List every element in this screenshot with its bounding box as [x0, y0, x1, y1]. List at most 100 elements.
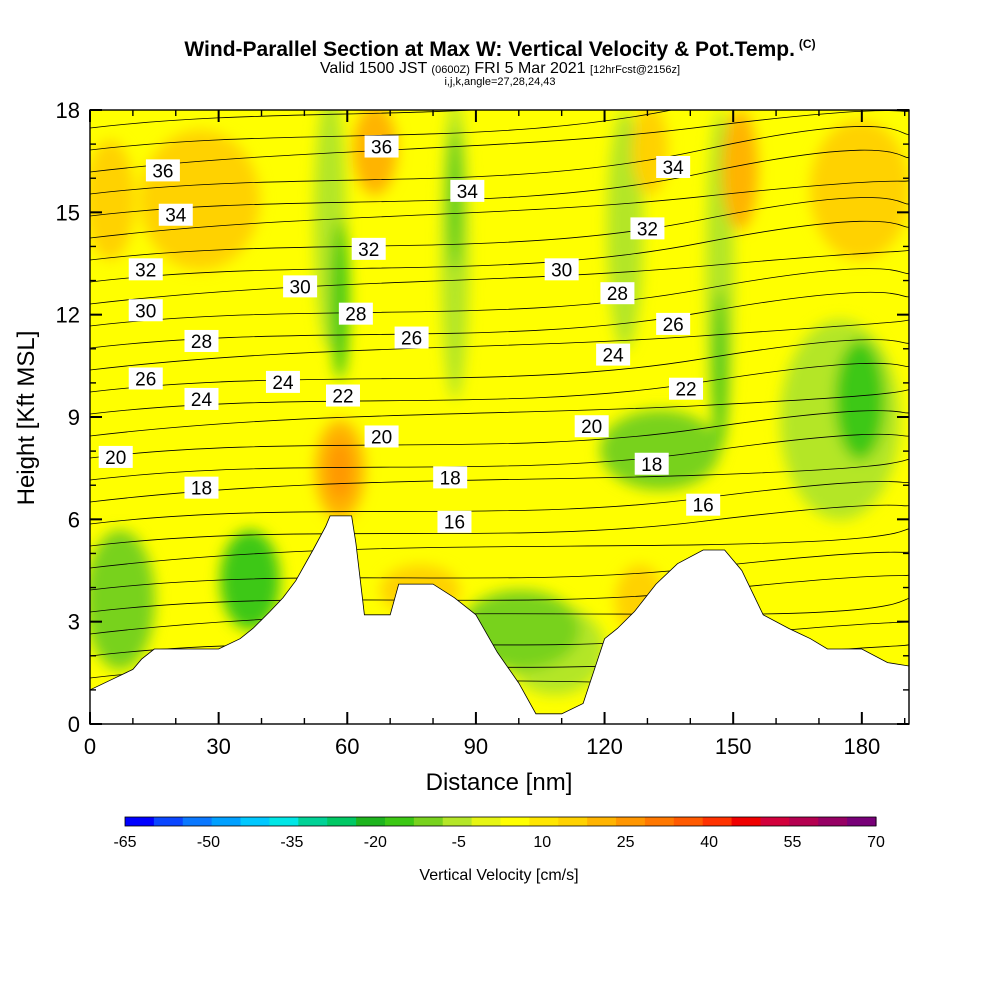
x-tick-label: 180	[843, 734, 880, 759]
contour-label: 26	[401, 329, 422, 350]
isentrope-line	[90, 528, 909, 569]
colorbar-tick-label: -35	[280, 834, 303, 851]
y-axis-label: Height [Kft MSL]	[13, 331, 40, 506]
colorbar-tick-label: 40	[700, 834, 718, 851]
contour-label-bg	[128, 299, 163, 322]
copyright-mark: (C)	[798, 37, 816, 51]
colorbar-tick-label: -20	[364, 834, 387, 851]
colorbar-tick-label: -65	[113, 834, 136, 851]
chart-title: Wind-Parallel Section at Max W: Vertical…	[184, 37, 816, 61]
isentrope-line	[90, 458, 909, 503]
colorbar-swatch	[125, 817, 155, 826]
isentrope-line	[90, 433, 909, 481]
isentrope-line	[90, 319, 909, 371]
isentrope-line	[90, 598, 909, 635]
colorbar-swatch	[587, 817, 617, 826]
x-tick-label: 120	[586, 734, 623, 759]
colorbar-label: Vertical Velocity [cm/s]	[419, 867, 578, 884]
colorbar-swatch	[789, 817, 819, 826]
velocity-cell	[632, 110, 668, 195]
contour-label-bg	[394, 326, 429, 349]
x-tick-label: 90	[464, 734, 488, 759]
contour-label-bg	[184, 476, 219, 499]
contour-label-bg	[128, 367, 163, 390]
contour-label: 24	[191, 390, 213, 411]
isentrope-line	[90, 574, 909, 613]
colorbar-tick-label: 25	[617, 834, 635, 851]
contour-label: 32	[358, 240, 379, 261]
colorbar-swatch	[240, 817, 271, 826]
contour-label-bg	[364, 135, 399, 158]
y-tick-label: 18	[56, 98, 80, 123]
velocity-cell	[331, 220, 349, 380]
contour-label: 22	[332, 387, 353, 408]
contour-label-bg	[574, 415, 609, 438]
isentrope-line	[90, 481, 909, 525]
colorbar-swatch	[731, 817, 762, 826]
contour-label: 16	[693, 496, 714, 517]
velocity-cell	[835, 340, 885, 460]
colorbar-swatch	[818, 817, 848, 826]
velocity-cell	[713, 290, 727, 450]
contour-label-bg	[686, 493, 721, 516]
isentrope-line	[90, 126, 909, 195]
contour-label: 24	[272, 373, 294, 394]
contour-label: 18	[641, 455, 662, 476]
contour-label: 18	[440, 468, 461, 489]
colorbar-swatch	[558, 817, 588, 826]
contour-label: 36	[371, 138, 392, 159]
contour-label-bg	[433, 466, 468, 489]
contour-label-bg	[630, 217, 665, 240]
colorbar-swatch	[211, 817, 242, 826]
isentrope-line	[90, 180, 909, 239]
y-tick-label: 3	[68, 610, 80, 635]
contour-label-bg	[184, 387, 219, 410]
colorbar-swatch	[298, 817, 328, 826]
contour-labels: 36 34 32 30 28 26 24 20 18 24 30 22 28 32 36 20 26 34 18 16…	[98, 135, 721, 534]
isentrope-line	[90, 339, 909, 393]
isentrope-line	[90, 250, 909, 305]
colorbar-tick-label: -5	[452, 834, 466, 851]
isentrope-line	[90, 197, 909, 261]
x-tick-label: 60	[335, 734, 359, 759]
x-tick-label: 30	[206, 734, 230, 759]
velocity-cell	[90, 530, 155, 670]
colorbar-swatch	[442, 817, 473, 826]
y-tick-label: 6	[68, 507, 80, 532]
isentrope-line	[90, 149, 909, 217]
y-tick-label: 0	[68, 712, 80, 737]
contour-label-bg	[437, 510, 472, 533]
contour-label-bg	[656, 312, 691, 335]
colorbar-swatch	[644, 817, 675, 826]
colorbar-swatch	[760, 817, 790, 826]
contour-label-bg	[634, 452, 669, 475]
isentrope-line	[90, 410, 909, 459]
plot-field: 36 34 32 30 28 26 24 20 18 24 30 22 28 32 36 20 26 34 18 16…	[90, 110, 909, 724]
colorbar-swatch	[500, 817, 530, 826]
colorbar-swatch	[384, 817, 415, 826]
colorbar-swatch	[702, 817, 733, 826]
contour-label-bg	[265, 370, 300, 393]
colorbar-swatch	[471, 817, 502, 826]
velocity-cell	[600, 410, 720, 490]
contour-label-bg	[128, 258, 163, 281]
contour-label-bg	[600, 282, 635, 305]
contour-label: 30	[135, 301, 156, 322]
contour-label: 28	[345, 305, 366, 326]
velocity-cell	[810, 120, 909, 260]
colorbar-swatch	[182, 817, 213, 826]
contour-label-bg	[450, 179, 485, 202]
y-tick-label: 9	[68, 405, 80, 430]
contour-label: 16	[444, 513, 465, 534]
contour-label-bg	[544, 258, 579, 281]
x-tick-label: 0	[84, 734, 96, 759]
contour-label: 18	[191, 479, 212, 500]
colorbar-swatch	[529, 817, 559, 826]
contour-label: 34	[663, 158, 685, 179]
contour-label: 30	[290, 277, 311, 298]
isentrope-line	[90, 220, 909, 283]
isentrope-line	[90, 291, 909, 349]
contour-label: 34	[165, 206, 187, 227]
velocity-cell	[328, 440, 352, 500]
